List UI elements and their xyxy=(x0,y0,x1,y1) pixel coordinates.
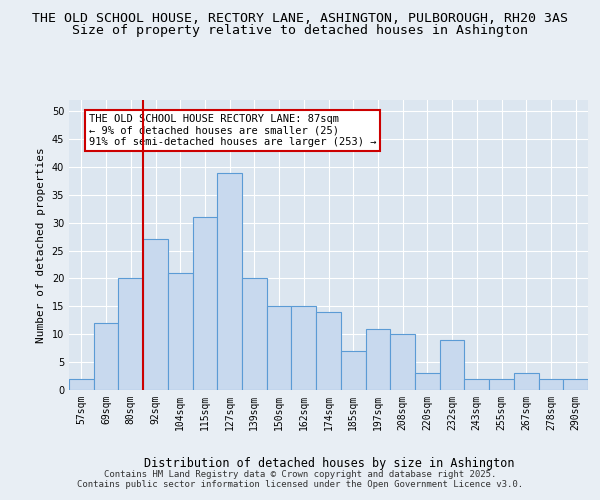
Bar xyxy=(217,172,242,390)
Text: Size of property relative to detached houses in Ashington: Size of property relative to detached ho… xyxy=(72,24,528,37)
Bar xyxy=(168,273,193,390)
Bar xyxy=(94,323,118,390)
Bar xyxy=(316,312,341,390)
Bar xyxy=(267,306,292,390)
Bar xyxy=(415,374,440,390)
Bar xyxy=(118,278,143,390)
Bar xyxy=(193,217,217,390)
Text: Distribution of detached houses by size in Ashington: Distribution of detached houses by size … xyxy=(143,458,514,470)
Bar xyxy=(292,306,316,390)
Text: Contains public sector information licensed under the Open Government Licence v3: Contains public sector information licen… xyxy=(77,480,523,489)
Bar xyxy=(242,278,267,390)
Bar xyxy=(341,351,365,390)
Bar xyxy=(539,379,563,390)
Bar xyxy=(390,334,415,390)
Text: Contains HM Land Registry data © Crown copyright and database right 2025.: Contains HM Land Registry data © Crown c… xyxy=(104,470,496,479)
Bar xyxy=(514,374,539,390)
Text: THE OLD SCHOOL HOUSE RECTORY LANE: 87sqm
← 9% of detached houses are smaller (25: THE OLD SCHOOL HOUSE RECTORY LANE: 87sqm… xyxy=(89,114,376,147)
Bar xyxy=(440,340,464,390)
Bar xyxy=(464,379,489,390)
Bar xyxy=(69,379,94,390)
Bar xyxy=(365,328,390,390)
Y-axis label: Number of detached properties: Number of detached properties xyxy=(36,147,46,343)
Bar xyxy=(563,379,588,390)
Bar xyxy=(489,379,514,390)
Bar xyxy=(143,240,168,390)
Text: THE OLD SCHOOL HOUSE, RECTORY LANE, ASHINGTON, PULBOROUGH, RH20 3AS: THE OLD SCHOOL HOUSE, RECTORY LANE, ASHI… xyxy=(32,12,568,26)
